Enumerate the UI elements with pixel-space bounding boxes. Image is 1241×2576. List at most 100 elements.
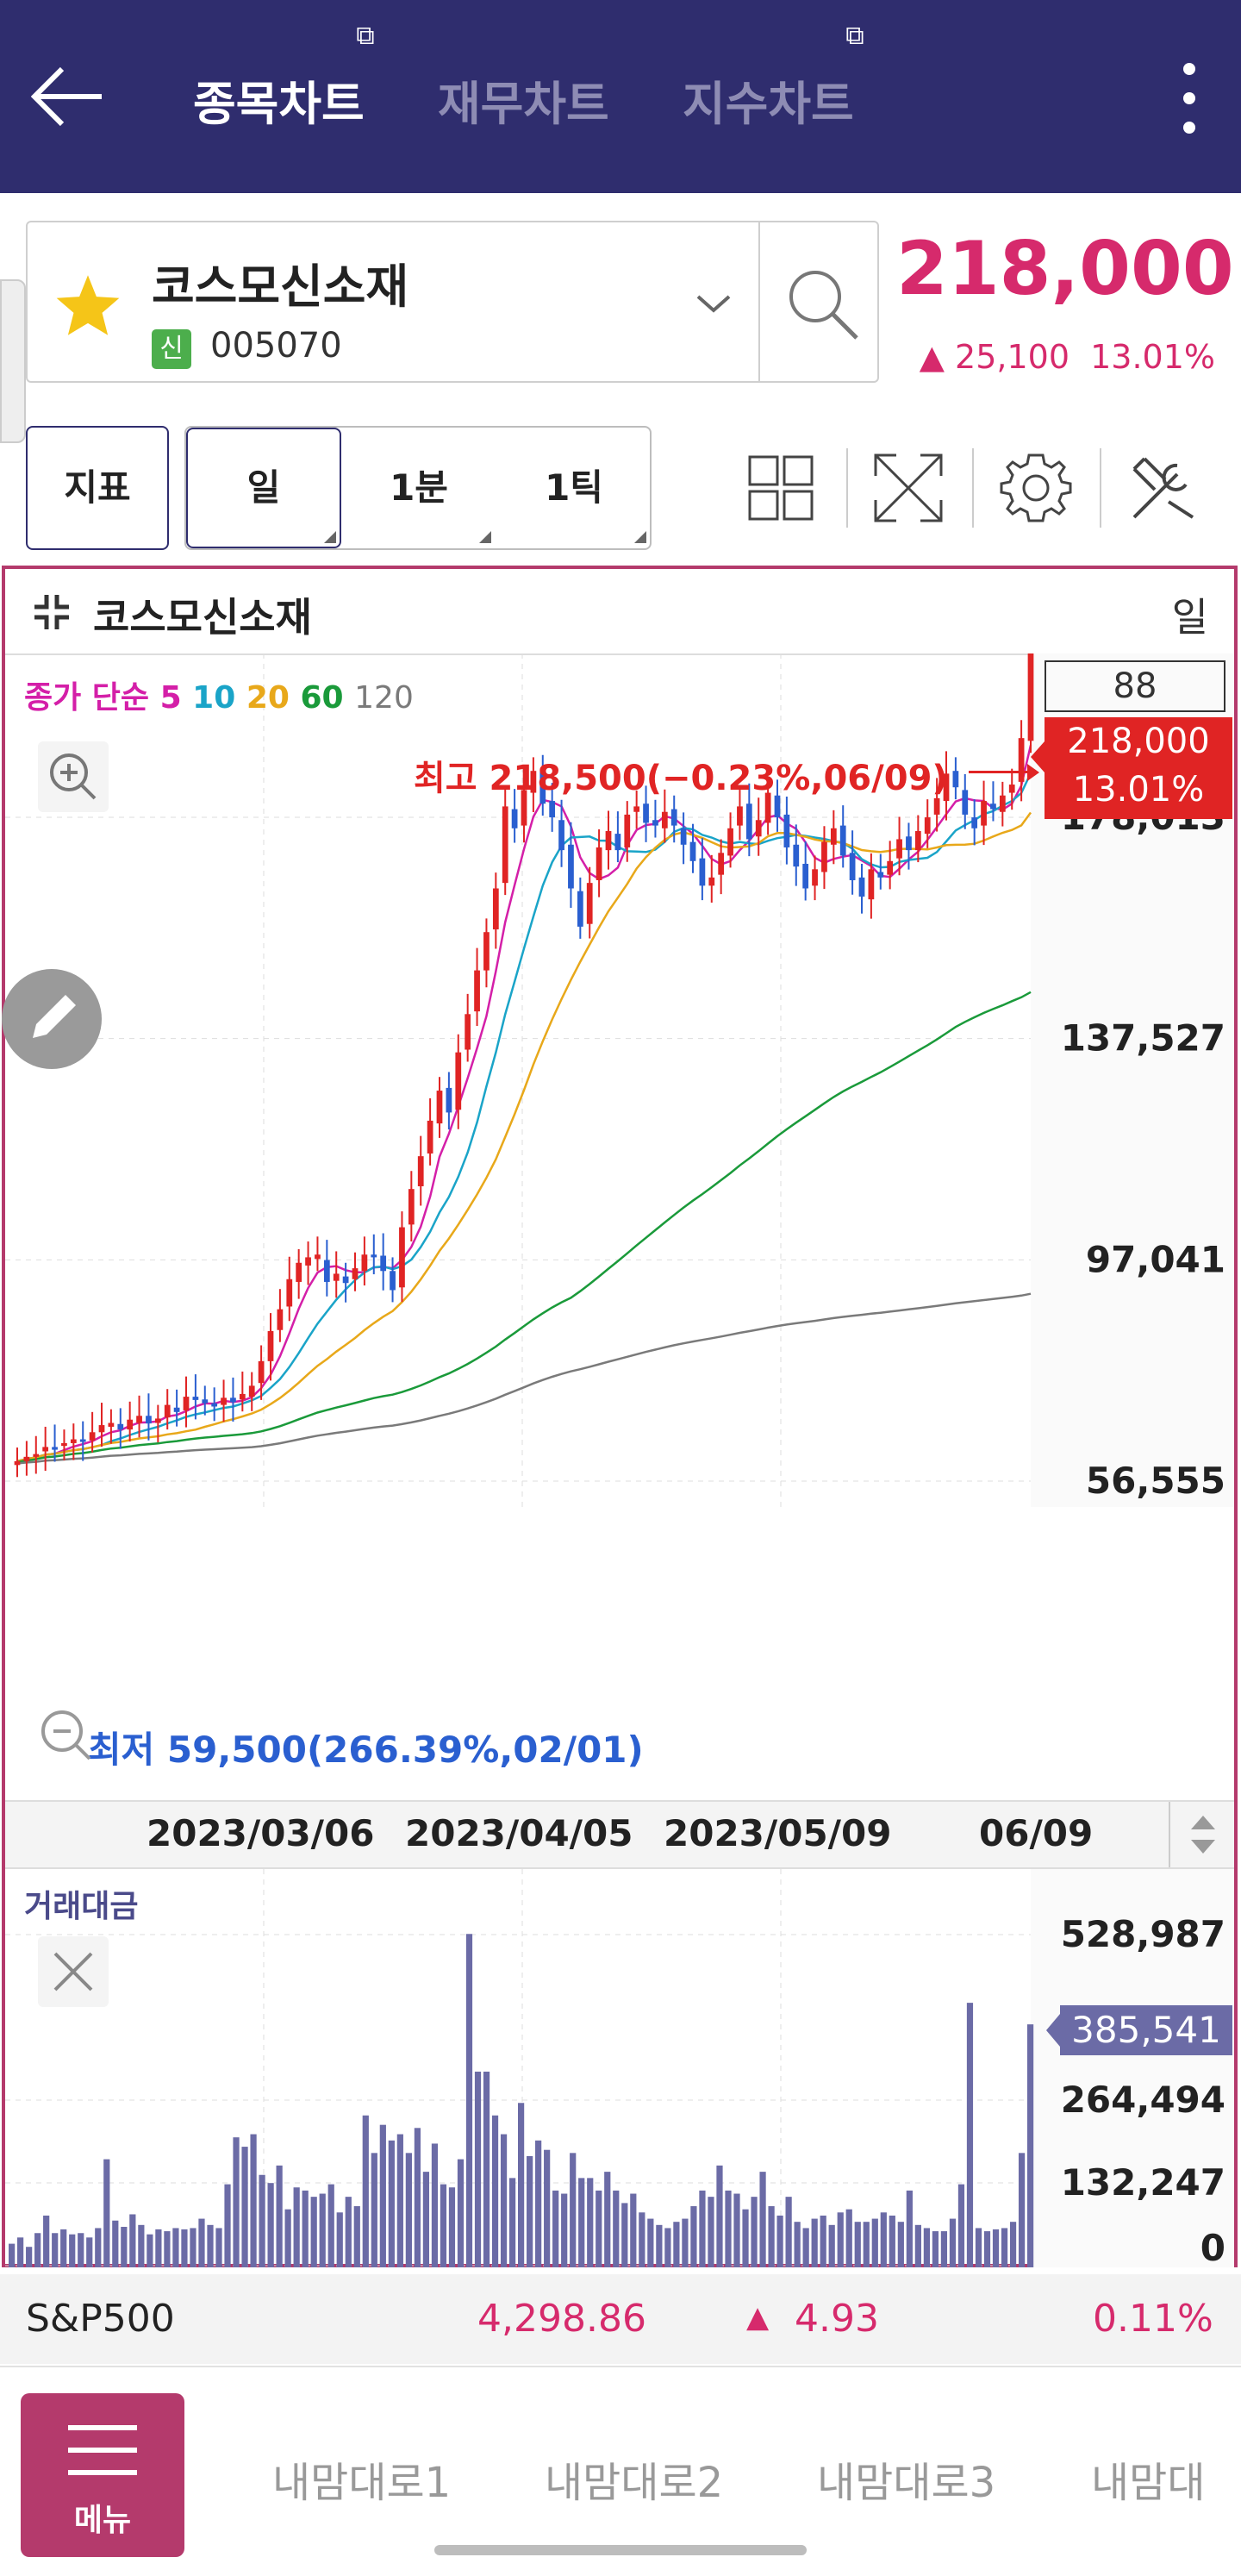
candle bbox=[774, 795, 781, 818]
candle bbox=[221, 1397, 227, 1405]
candle bbox=[877, 872, 884, 878]
menu-button[interactable]: 메뉴 bbox=[21, 2393, 184, 2557]
tools-icon[interactable] bbox=[1126, 450, 1201, 526]
candle bbox=[981, 801, 987, 826]
candle bbox=[79, 1439, 86, 1442]
nav-custom-4[interactable]: 내맘대 bbox=[1091, 2459, 1206, 2507]
low-marker-icon bbox=[41, 1710, 91, 1760]
volume-bar bbox=[647, 2218, 654, 2267]
candle bbox=[183, 1397, 190, 1410]
volume-bar bbox=[327, 2184, 334, 2267]
ma-120-line bbox=[16, 1292, 1032, 1465]
candle bbox=[962, 790, 969, 815]
volume-bar bbox=[362, 2115, 369, 2267]
tab-finance-chart[interactable]: 재무차트 bbox=[438, 77, 609, 131]
volume-axis-bg bbox=[1031, 1869, 1234, 2267]
candle bbox=[436, 1091, 443, 1124]
zoom-in-button[interactable] bbox=[38, 741, 109, 812]
arrow-left-icon[interactable] bbox=[31, 64, 105, 129]
candle bbox=[455, 1052, 462, 1110]
volume-bar bbox=[198, 2218, 205, 2267]
candle bbox=[699, 858, 706, 886]
period-1min[interactable]: 1분 bbox=[390, 466, 448, 509]
kebab-menu-icon[interactable] bbox=[1174, 60, 1205, 138]
pencil-icon bbox=[33, 995, 76, 1038]
tab-stock-chart[interactable]: 종목차트 bbox=[193, 77, 365, 131]
volume-bar bbox=[1001, 2228, 1008, 2267]
edit-button[interactable] bbox=[2, 969, 102, 1069]
high-arrow bbox=[969, 771, 1034, 773]
tab-index-chart[interactable]: 지수차트 bbox=[683, 77, 854, 131]
volume-bar bbox=[371, 2153, 377, 2267]
candle bbox=[830, 828, 837, 845]
volume-bar bbox=[949, 2218, 957, 2267]
candle bbox=[755, 820, 762, 837]
layout-grid-icon[interactable] bbox=[746, 453, 815, 522]
app-header: 종목차트 ⧉ 재무차트 지수차트 ⧉ bbox=[0, 0, 1241, 193]
candle bbox=[1018, 738, 1025, 782]
divider bbox=[972, 448, 974, 528]
candle bbox=[42, 1447, 49, 1452]
star-icon[interactable] bbox=[53, 272, 122, 338]
candle bbox=[680, 828, 687, 845]
volume-bar bbox=[440, 2184, 447, 2267]
nav-custom-1[interactable]: 내맘대로1 bbox=[272, 2459, 452, 2507]
candle bbox=[727, 828, 733, 856]
side-handle[interactable] bbox=[0, 279, 26, 443]
index-ticker[interactable]: S&P500 4,298.86 ▲ 4.93 0.11% bbox=[0, 2274, 1241, 2364]
menu-label: 메뉴 bbox=[73, 2503, 132, 2538]
candle bbox=[718, 853, 725, 875]
divider bbox=[846, 448, 848, 528]
scroll-arrows[interactable] bbox=[1169, 1802, 1236, 1867]
corner-mark bbox=[479, 531, 491, 543]
candle bbox=[202, 1399, 209, 1404]
candle bbox=[764, 792, 771, 823]
volume-bar bbox=[725, 2190, 732, 2267]
volume-bar bbox=[992, 2229, 1000, 2267]
candle bbox=[887, 860, 894, 875]
candle bbox=[465, 1014, 471, 1050]
candle bbox=[173, 1407, 180, 1412]
volume-bar bbox=[17, 2237, 24, 2267]
volume-bar bbox=[284, 2209, 291, 2267]
indicator-button[interactable]: 지표 bbox=[26, 426, 169, 550]
ma-legend-10: 10 bbox=[192, 680, 236, 716]
ma-legend-prefix: 종가 단순 bbox=[24, 680, 150, 716]
candle bbox=[952, 771, 959, 788]
gear-icon[interactable] bbox=[998, 450, 1074, 526]
candle bbox=[98, 1425, 105, 1433]
link-icon: ⧉ bbox=[356, 21, 375, 51]
period-1tick[interactable]: 1틱 bbox=[545, 466, 603, 509]
candle bbox=[483, 932, 490, 971]
volume-bar bbox=[639, 2212, 645, 2267]
y-tick-label: 528,987 bbox=[1061, 1913, 1225, 1955]
candle bbox=[117, 1423, 124, 1430]
volume-bar bbox=[552, 2190, 559, 2267]
volume-chart[interactable]: 528,987 264,494 132,247 0 bbox=[5, 1869, 1234, 2267]
volume-bar bbox=[172, 2228, 179, 2267]
search-icon[interactable] bbox=[783, 264, 862, 343]
volume-bar bbox=[983, 2231, 991, 2267]
volume-bar bbox=[431, 2143, 439, 2267]
nav-custom-2[interactable]: 내맘대로2 bbox=[545, 2459, 724, 2507]
collapse-icon[interactable] bbox=[31, 591, 72, 633]
candle bbox=[446, 1087, 452, 1113]
candle bbox=[23, 1456, 30, 1461]
y-tick-label: 56,555 bbox=[1086, 1460, 1225, 1502]
nav-custom-3[interactable]: 내맘대로3 bbox=[817, 2459, 996, 2507]
volume-title: 거래대금 bbox=[24, 1889, 139, 1924]
candle bbox=[342, 1276, 349, 1284]
volume-bar bbox=[457, 2159, 465, 2267]
stock-selector[interactable]: 코스모신소재 신 005070 bbox=[26, 221, 879, 383]
close-volume-button[interactable] bbox=[38, 1936, 109, 2007]
candle bbox=[380, 1255, 387, 1272]
volume-bar bbox=[483, 2071, 490, 2267]
volume-bar bbox=[259, 2174, 265, 2267]
chevron-down-icon[interactable] bbox=[695, 291, 733, 316]
y-tick-label: 264,494 bbox=[1061, 2079, 1225, 2121]
y-tick-label: 97,041 bbox=[1086, 1238, 1225, 1280]
period-daily[interactable]: 일 bbox=[186, 428, 341, 548]
volume-bar bbox=[147, 2234, 153, 2267]
fullscreen-icon[interactable] bbox=[870, 450, 946, 526]
volume-bar bbox=[604, 2172, 611, 2267]
